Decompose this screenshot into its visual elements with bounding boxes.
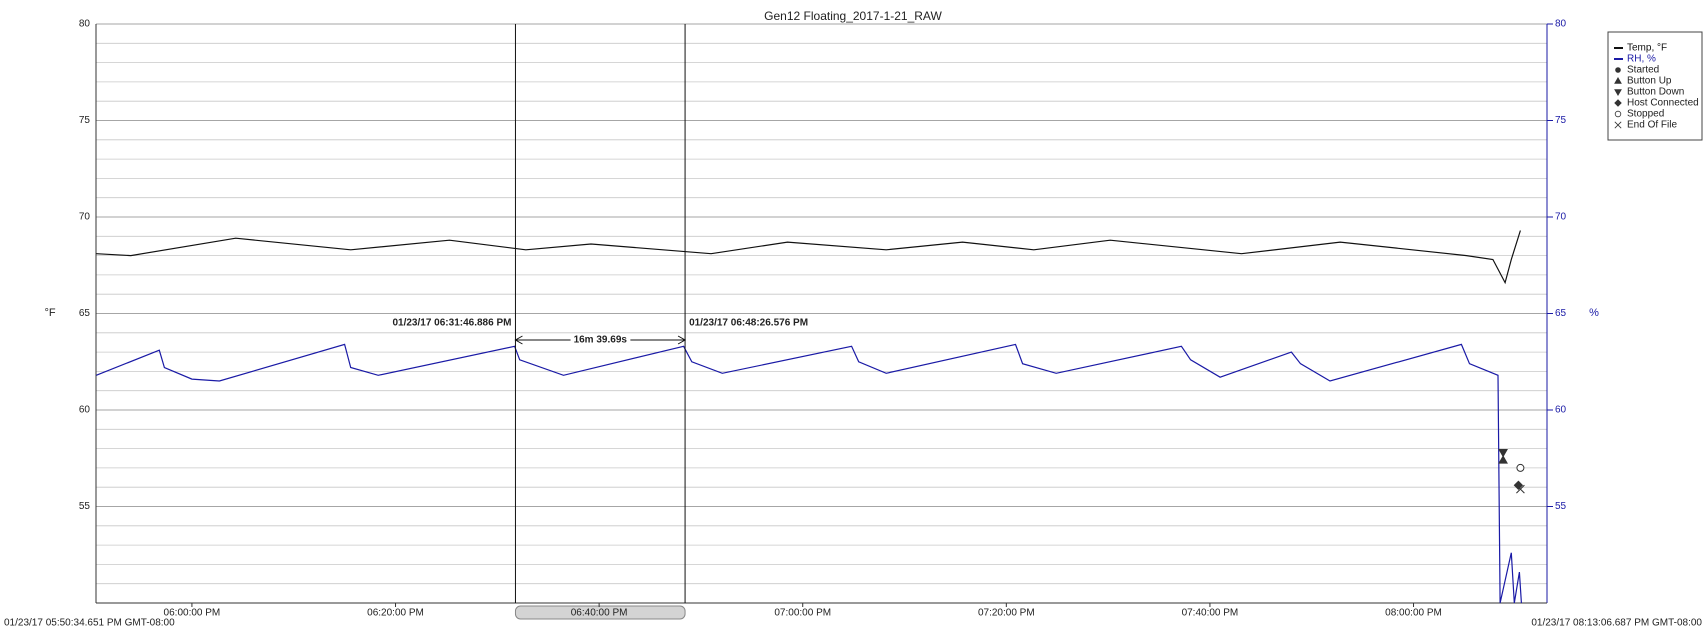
legend-label: Stopped bbox=[1627, 109, 1664, 120]
event-marker bbox=[1516, 463, 1525, 472]
event-marker bbox=[1516, 484, 1525, 494]
event-marker bbox=[1614, 121, 1622, 129]
legend-box bbox=[1607, 31, 1703, 141]
x-tick-label: 07:00:00 PM bbox=[774, 608, 831, 619]
y-axis-label: °F bbox=[44, 307, 55, 319]
y2-tick-label: 60 bbox=[1555, 405, 1567, 416]
series-line bbox=[95, 343, 1522, 604]
y2-tick-label: 80 bbox=[1555, 19, 1567, 30]
cursor-range-bar bbox=[514, 605, 686, 620]
cursor-label: 01/23/17 06:31:46.886 PM bbox=[392, 318, 511, 329]
x-tick-label: 06:00:00 PM bbox=[164, 608, 221, 619]
y2-tick-label: 75 bbox=[1555, 115, 1567, 126]
legend-label: End Of File bbox=[1627, 120, 1677, 131]
event-marker bbox=[1615, 67, 1621, 73]
y2-tick-label: 55 bbox=[1555, 501, 1567, 512]
y-tick-label: 55 bbox=[79, 501, 91, 512]
legend-label: Host Connected bbox=[1627, 98, 1699, 109]
y2-tick-label: 70 bbox=[1555, 212, 1567, 223]
event-marker bbox=[1498, 448, 1508, 458]
cursor-delta-label: 16m 39.69s bbox=[574, 335, 628, 346]
event-marker bbox=[1614, 76, 1622, 84]
legend-label: RH, % bbox=[1627, 54, 1656, 65]
x-tick-label: 08:00:00 PM bbox=[1385, 608, 1442, 619]
legend-label: Button Down bbox=[1627, 87, 1684, 98]
y2-tick-label: 65 bbox=[1555, 308, 1567, 319]
y-tick-label: 65 bbox=[79, 308, 91, 319]
legend-label: Temp, °F bbox=[1627, 43, 1667, 54]
cursor-label: 01/23/17 06:48:26.576 PM bbox=[689, 318, 808, 329]
event-marker bbox=[1614, 89, 1622, 97]
cursor-delta-bg bbox=[570, 334, 631, 346]
x-start-label: 01/23/17 05:50:34.651 PM GMT-08:00 bbox=[4, 618, 175, 629]
y-tick-label: 80 bbox=[79, 19, 91, 30]
event-marker bbox=[1498, 455, 1508, 464]
legend-label: Button Up bbox=[1627, 76, 1672, 87]
x-tick-label: 07:20:00 PM bbox=[978, 608, 1035, 619]
y-tick-label: 75 bbox=[79, 115, 91, 126]
event-marker bbox=[1614, 99, 1622, 107]
x-tick-label: 07:40:00 PM bbox=[1182, 608, 1239, 619]
legend-label: Started bbox=[1627, 65, 1659, 76]
event-marker bbox=[1614, 110, 1622, 118]
y2-axis-label: % bbox=[1589, 307, 1599, 319]
x-tick-label: 06:40:00 PM bbox=[571, 608, 628, 619]
event-marker bbox=[1513, 480, 1524, 490]
chart-title: Gen12 Floating_2017-1-21_RAW bbox=[764, 9, 942, 23]
x-tick-label: 06:20:00 PM bbox=[367, 608, 424, 619]
y-tick-label: 60 bbox=[79, 405, 91, 416]
y-tick-label: 70 bbox=[79, 212, 91, 223]
x-end-label: 01/23/17 08:13:06.687 PM GMT-08:00 bbox=[1531, 618, 1702, 629]
series-line bbox=[96, 230, 1521, 285]
